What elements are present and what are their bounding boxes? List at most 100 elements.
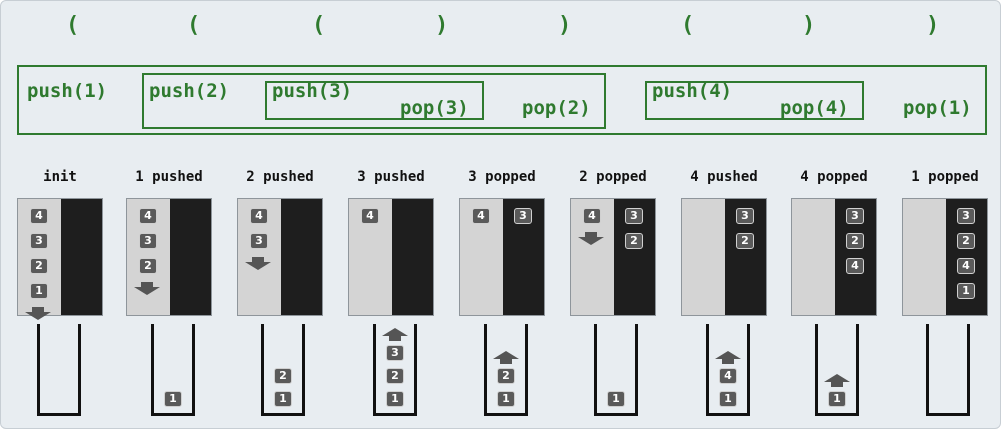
stack-number-chip: 1 — [386, 391, 404, 407]
push3-pop3-box — [265, 81, 484, 120]
op-push-3: push(3) — [272, 80, 353, 102]
stack-number-chip: 1 — [274, 391, 292, 407]
input-sequence-area: 4 3 2 — [127, 199, 170, 315]
stack-container — [706, 324, 750, 416]
pop-down-arrow-icon — [25, 307, 51, 320]
paren-6: ( — [681, 13, 695, 38]
output-number-chip: 3 — [736, 208, 754, 224]
sequence-panel: 4 — [348, 198, 434, 316]
stack-container — [373, 324, 417, 416]
paren-1: ( — [66, 13, 80, 38]
paren-7: ) — [802, 13, 816, 38]
op-pop-3: pop(3) — [400, 97, 469, 119]
stage-label: 2 pushed — [246, 169, 314, 185]
paren-5: ) — [558, 13, 572, 38]
sequence-panel: 3 2 4 — [791, 198, 877, 316]
pop-down-arrow-icon — [578, 232, 604, 245]
op-push-2: push(2) — [149, 80, 230, 102]
output-number-chip: 2 — [625, 233, 643, 249]
push-up-arrow-icon — [715, 351, 741, 364]
output-number-chip: 3 — [957, 208, 975, 224]
output-sequence-area — [281, 199, 322, 315]
output-number-chip: 2 — [957, 233, 975, 249]
input-sequence-area: 4 — [460, 199, 503, 315]
input-sequence-area: 4 — [349, 199, 392, 315]
stage-label: 1 pushed — [135, 169, 203, 185]
output-sequence-area: 3 — [503, 199, 544, 315]
stack-number-chip: 1 — [497, 391, 515, 407]
input-number-chip: 3 — [139, 233, 157, 249]
input-number-chip: 2 — [30, 258, 48, 274]
input-number-chip: 4 — [139, 208, 157, 224]
sequence-panel: 3 2 4 1 — [902, 198, 988, 316]
stack-container — [261, 324, 305, 416]
output-sequence-area: 3 2 4 1 — [946, 199, 987, 315]
sequence-panel: 4 3 2 1 — [17, 198, 103, 316]
input-number-chip: 4 — [583, 208, 601, 224]
stack-container — [484, 324, 528, 416]
stack-number-chip: 2 — [274, 368, 292, 384]
output-sequence-area — [61, 199, 102, 315]
push4-pop4-box — [645, 81, 864, 120]
op-push-4: push(4) — [652, 80, 733, 102]
paren-4: ) — [435, 13, 449, 38]
stage-label: 3 pushed — [357, 169, 425, 185]
input-number-chip: 4 — [250, 208, 268, 224]
pop-down-arrow-icon — [134, 282, 160, 295]
input-number-chip: 4 — [472, 208, 490, 224]
outer-operation-box — [17, 65, 987, 135]
stage-label: 1 popped — [911, 169, 979, 185]
stack-number-chip: 2 — [497, 368, 515, 384]
stack-number-chip: 4 — [719, 368, 737, 384]
sequence-panel: 4 3 2 — [126, 198, 212, 316]
output-number-chip: 2 — [736, 233, 754, 249]
input-sequence-area — [903, 199, 946, 315]
stage-label: init — [43, 169, 77, 185]
output-sequence-area: 3 2 4 — [835, 199, 876, 315]
pop-down-arrow-icon — [245, 257, 271, 270]
output-number-chip: 4 — [846, 258, 864, 274]
output-number-chip: 3 — [625, 208, 643, 224]
stack-container — [815, 324, 859, 416]
output-number-chip: 3 — [846, 208, 864, 224]
output-sequence-area — [170, 199, 211, 315]
input-sequence-area — [792, 199, 835, 315]
paren-8: ) — [926, 13, 940, 38]
input-number-chip: 1 — [30, 283, 48, 299]
push2-pop2-box — [142, 73, 606, 129]
input-sequence-area: 4 3 2 1 — [18, 199, 61, 315]
op-pop-4: pop(4) — [780, 97, 849, 119]
stack-container — [37, 324, 81, 416]
op-pop-2: pop(2) — [522, 97, 591, 119]
input-sequence-area: 4 — [571, 199, 614, 315]
stack-number-chip: 1 — [607, 391, 625, 407]
op-push-1: push(1) — [27, 80, 108, 102]
output-number-chip: 1 — [957, 283, 975, 299]
stack-number-chip: 1 — [828, 391, 846, 407]
input-number-chip: 2 — [139, 258, 157, 274]
paren-2: ( — [187, 13, 201, 38]
stack-number-chip: 1 — [164, 391, 182, 407]
stack-container — [151, 324, 195, 416]
input-number-chip: 3 — [250, 233, 268, 249]
output-number-chip: 4 — [957, 258, 975, 274]
stage-label: 4 popped — [800, 169, 868, 185]
input-number-chip: 3 — [30, 233, 48, 249]
input-number-chip: 4 — [30, 208, 48, 224]
output-sequence-area — [392, 199, 433, 315]
stack-container — [594, 324, 638, 416]
stack-number-chip: 3 — [386, 345, 404, 361]
stage-label: 3 popped — [468, 169, 536, 185]
stage-label: 2 popped — [579, 169, 647, 185]
stack-number-chip: 2 — [386, 368, 404, 384]
output-number-chip: 3 — [514, 208, 532, 224]
push-up-arrow-icon — [493, 351, 519, 364]
stack-container — [926, 324, 970, 416]
